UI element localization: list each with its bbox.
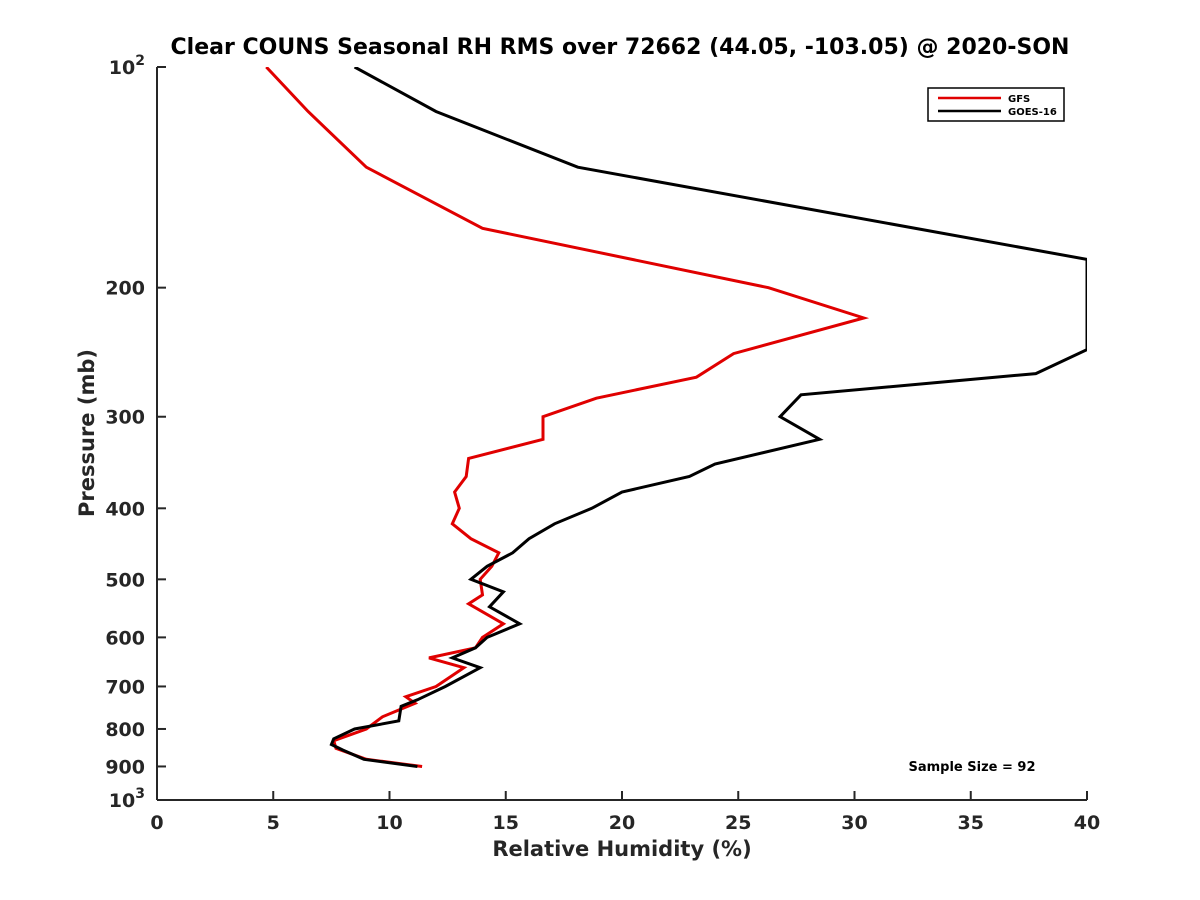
- y-tick-label: 200: [105, 278, 145, 300]
- x-tick-label: 40: [1074, 812, 1100, 834]
- legend: GFS GOES-16: [927, 87, 1065, 122]
- chart-title: Clear COUNS Seasonal RH RMS over 72662 (…: [171, 35, 1070, 60]
- legend-box: [927, 87, 1065, 122]
- y-tick-label: 300: [105, 407, 145, 429]
- x-tick-label: 25: [725, 812, 751, 834]
- y-tick-label: 400: [105, 498, 145, 520]
- x-tick-label: 30: [841, 812, 867, 834]
- series-line-gfs: [265, 67, 870, 768]
- x-tick-label: 5: [267, 812, 280, 834]
- y-axis-label: Pressure (mb): [75, 349, 99, 517]
- series-line-goes-16: [329, 67, 1087, 768]
- legend-label-gfs: GFS: [1008, 94, 1030, 105]
- x-ticks: 0 5 10 15 20 25 30 35 40: [150, 791, 1100, 834]
- y-tick-label: 103: [109, 786, 145, 812]
- y-tick-label: 500: [105, 569, 145, 591]
- y-tick-label: 700: [105, 676, 145, 698]
- legend-entries: GFS GOES-16: [938, 94, 1057, 118]
- x-tick-label: 10: [376, 812, 402, 834]
- y-tick-label: 900: [105, 756, 145, 778]
- y-tick-label: 600: [105, 627, 145, 649]
- x-tick-label: 35: [958, 812, 984, 834]
- x-tick-label: 20: [609, 812, 635, 834]
- y-ticks: 102 200 300 400 500 600 700 800 900 103: [105, 53, 166, 812]
- x-tick-label: 15: [493, 812, 519, 834]
- sample-size-annotation: Sample Size = 92: [908, 760, 1035, 775]
- x-tick-label: 0: [150, 812, 163, 834]
- y-tick-label: 102: [109, 53, 145, 79]
- legend-label-goes-16: GOES-16: [1008, 107, 1057, 118]
- y-tick-label: 800: [105, 719, 145, 741]
- plot-lines: [265, 67, 1087, 768]
- x-axis-label: Relative Humidity (%): [492, 837, 751, 861]
